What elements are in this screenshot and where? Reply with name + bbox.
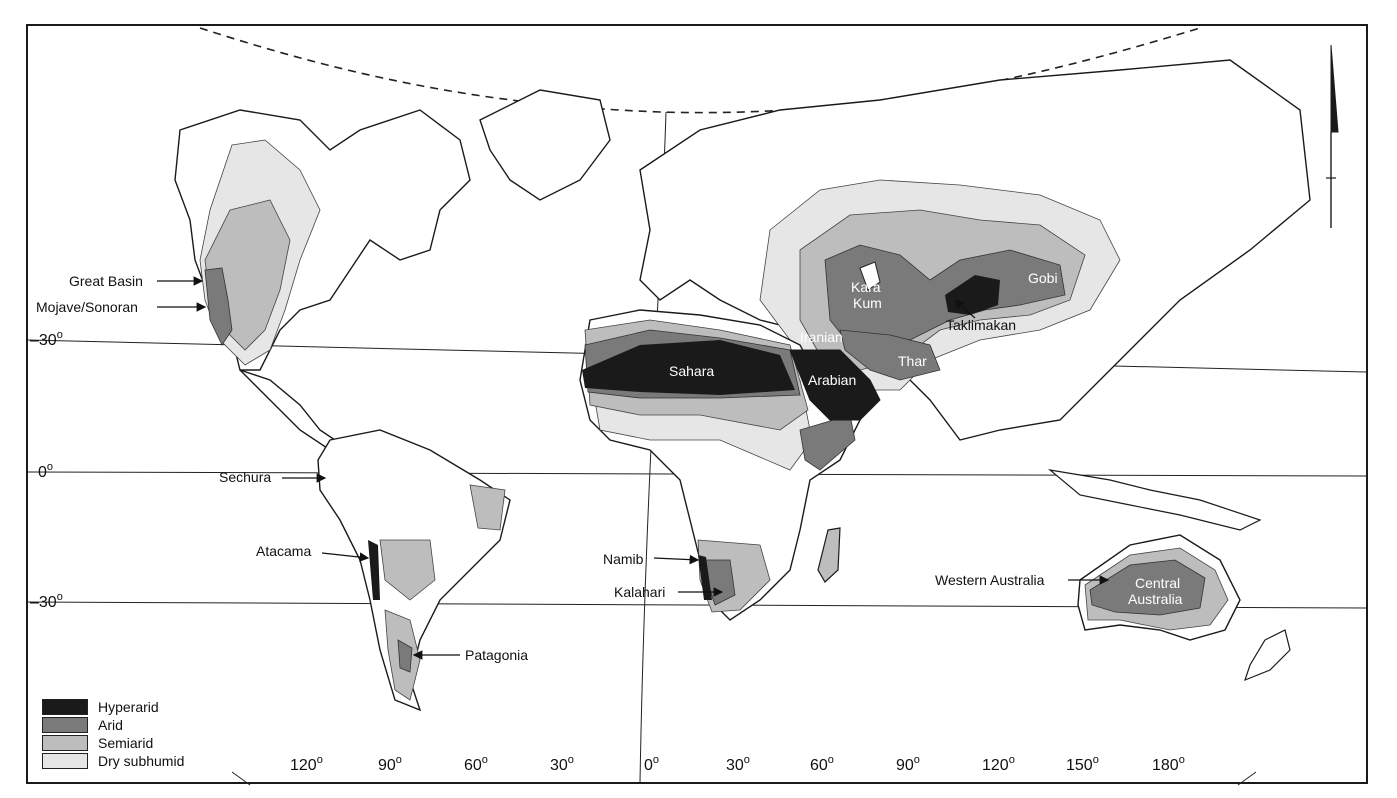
legend-swatch	[42, 699, 88, 715]
arctic-boundary	[199, 27, 1201, 114]
label-western-australia: Western Australia	[935, 572, 1045, 588]
label-iranian: Iranian	[800, 329, 843, 345]
greenland-land	[479, 89, 611, 201]
legend-label: Semiarid	[98, 735, 154, 751]
sa-hyperarid-atacama	[368, 540, 380, 600]
southeast-asia-islands	[1047, 469, 1262, 531]
arabia-land	[789, 349, 881, 421]
lon-label: 180o	[1152, 754, 1185, 774]
sa-semiarid	[379, 539, 436, 601]
na-arid	[204, 267, 233, 346]
arrow-taklimakan	[954, 299, 976, 319]
lon-label: 60o	[464, 754, 488, 774]
lon-edge-tick-right	[1237, 771, 1257, 786]
label-gobi: Gobi	[1028, 270, 1058, 286]
legend-item: Hyperarid	[42, 698, 184, 716]
lon-label: 90o	[378, 754, 402, 774]
lat-label-north-30: –30o	[30, 329, 63, 349]
label-thar: Thar	[898, 353, 927, 369]
label-atacama: Atacama	[256, 543, 311, 559]
label-kalahari: Kalahari	[614, 584, 665, 600]
arrow-atacama	[321, 552, 370, 562]
legend: Hyperarid Arid Semiarid Dry subhumid	[42, 698, 184, 770]
legend-swatch	[42, 753, 88, 769]
legend-label: Hyperarid	[98, 699, 159, 715]
iran-thar-arid	[839, 329, 941, 381]
legend-item: Semiarid	[42, 734, 184, 752]
legend-swatch	[42, 735, 88, 751]
lon-label: 120o	[982, 754, 1015, 774]
legend-item: Dry subhumid	[42, 752, 184, 770]
lon-label: 30o	[726, 754, 750, 774]
lon-label: 60o	[810, 754, 834, 774]
lon-label: 0o	[644, 754, 659, 774]
longitude-labels: 120o 90o 60o 30o 0o 30o 60o 90o 120o 150o 180o	[290, 754, 1185, 774]
madagascar-land	[817, 527, 841, 583]
sa-patagonia-arid-core	[397, 639, 413, 673]
africa-hyperarid-sahara	[582, 340, 795, 395]
lon-label: 30o	[550, 754, 574, 774]
label-arabian: Arabian	[808, 372, 856, 388]
caspian-sea	[859, 261, 881, 291]
label-sahara: Sahara	[669, 363, 714, 379]
north-arrow-icon	[1330, 44, 1339, 133]
label-great-basin: Great Basin	[69, 273, 143, 289]
label-kum: Kum	[853, 295, 882, 311]
label-namib: Namib	[603, 551, 644, 567]
label-central: Central	[1135, 575, 1180, 591]
central-america-land	[239, 369, 336, 452]
sa-ne-semiarid	[469, 484, 506, 531]
lon-edge-tick-left	[231, 771, 251, 786]
legend-swatch	[42, 717, 88, 733]
label-taklimakan: Taklimakan	[946, 317, 1016, 333]
lat-label-equator: 0o	[38, 461, 53, 481]
arrow-namib	[653, 554, 700, 565]
lon-label: 90o	[896, 754, 920, 774]
lat-label-south-30: –30o	[30, 591, 63, 611]
legend-label: Arid	[98, 717, 123, 733]
label-sechura: Sechura	[219, 469, 271, 485]
label-patagonia: Patagonia	[465, 647, 528, 663]
label-australia: Australia	[1128, 591, 1183, 607]
label-kara: Kara	[851, 279, 881, 295]
lon-label: 150o	[1066, 754, 1099, 774]
legend-item: Arid	[42, 716, 184, 734]
australia-arid	[1089, 559, 1206, 616]
lon-label: 120o	[290, 754, 323, 774]
legend-label: Dry subhumid	[98, 753, 185, 769]
label-mojave-sonoran: Mojave/Sonoran	[36, 299, 138, 315]
namib-hyperarid	[698, 555, 712, 600]
new-zealand-land	[1244, 629, 1291, 682]
